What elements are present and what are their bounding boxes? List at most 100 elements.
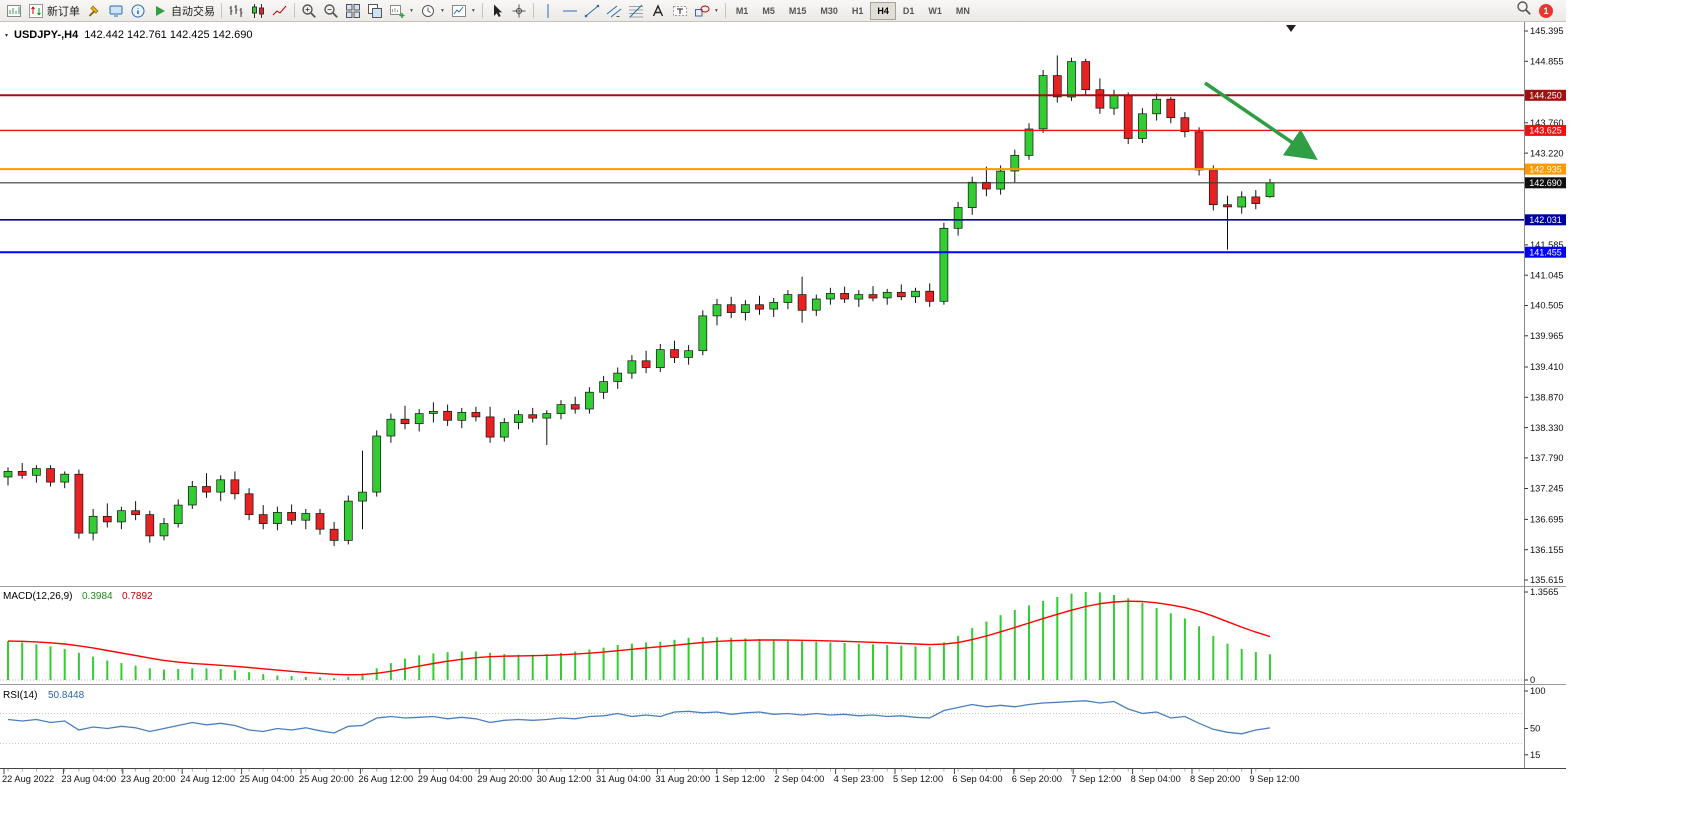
svg-text:8 Sep 04:00: 8 Sep 04:00 bbox=[1131, 774, 1181, 784]
svg-text:1 Sep 12:00: 1 Sep 12:00 bbox=[715, 774, 765, 784]
svg-text:137.790: 137.790 bbox=[1530, 453, 1564, 463]
trendline-icon bbox=[584, 3, 600, 19]
shapes-icon bbox=[694, 3, 710, 19]
autotrading-button[interactable]: 自动交易 bbox=[149, 1, 218, 21]
vertical-line-icon[interactable] bbox=[537, 1, 559, 21]
price-badge: 141.455 bbox=[1525, 246, 1566, 258]
new-chart-icon[interactable] bbox=[3, 1, 25, 21]
svg-text:8 Sep 20:00: 8 Sep 20:00 bbox=[1190, 774, 1240, 784]
terminal-window: 新订单 自动交易 ▼ ▼ ▼ ▼ M1 M5 M15 M30 H1 H4 D1 W1 MN 1 145.395… bbox=[0, 0, 1566, 790]
svg-text:RSI(14): RSI(14) bbox=[3, 690, 37, 701]
horizontal-line-icon[interactable] bbox=[559, 1, 581, 21]
svg-text:6 Sep 20:00: 6 Sep 20:00 bbox=[1012, 774, 1062, 784]
new-order-button bbox=[28, 3, 44, 19]
timeframe-mn[interactable]: MN bbox=[949, 2, 977, 20]
tile-windows-icon[interactable] bbox=[342, 1, 364, 21]
svg-text:145.395: 145.395 bbox=[1530, 26, 1564, 36]
svg-text:MACD(12,26,9): MACD(12,26,9) bbox=[3, 591, 72, 602]
svg-text:29 Aug 20:00: 29 Aug 20:00 bbox=[477, 774, 532, 784]
svg-text:0.7892: 0.7892 bbox=[122, 591, 153, 602]
price-badge: 144.250 bbox=[1525, 89, 1566, 101]
macd-signal-line bbox=[7, 600, 1271, 676]
cascade-windows-icon bbox=[367, 3, 383, 19]
text-label-icon bbox=[672, 3, 688, 19]
svg-text:137.245: 137.245 bbox=[1530, 484, 1564, 494]
autotrading-button bbox=[152, 3, 168, 19]
cascade-windows-icon[interactable] bbox=[364, 1, 386, 21]
svg-text:4 Sep 23:00: 4 Sep 23:00 bbox=[834, 774, 884, 784]
metaeditor-icon[interactable] bbox=[83, 1, 105, 21]
toolbar: 新订单 自动交易 ▼ ▼ ▼ ▼ M1 M5 M15 M30 H1 H4 D1 W1 MN 1 bbox=[0, 0, 1566, 22]
templates-icon[interactable]: ▼ bbox=[448, 1, 479, 21]
text-label-icon[interactable] bbox=[669, 1, 691, 21]
svg-text:6 Sep 04:00: 6 Sep 04:00 bbox=[952, 774, 1002, 784]
svg-text:15: 15 bbox=[1530, 750, 1540, 760]
timeframe-d1[interactable]: D1 bbox=[896, 2, 922, 20]
price-badge: 142.935 bbox=[1525, 163, 1566, 175]
chevron-down-icon: ▼ bbox=[470, 7, 476, 14]
text-icon[interactable] bbox=[647, 1, 669, 21]
svg-text:30 Aug 12:00: 30 Aug 12:00 bbox=[537, 774, 592, 784]
candlestick-chart-icon bbox=[250, 3, 266, 19]
trend-arrow-annotation[interactable] bbox=[1204, 81, 1318, 160]
toolbar-right-group: 1 bbox=[1516, 0, 1563, 21]
zoom-in-icon[interactable] bbox=[298, 1, 320, 21]
line-chart-icon[interactable] bbox=[269, 1, 291, 21]
timeframe-m30[interactable]: M30 bbox=[813, 2, 845, 20]
templates-icon bbox=[451, 3, 467, 19]
equidistant-channel-icon[interactable] bbox=[603, 1, 625, 21]
timeframe-w1[interactable]: W1 bbox=[921, 2, 949, 20]
shapes-icon[interactable]: ▼ bbox=[691, 1, 722, 21]
svg-text:25 Aug 20:00: 25 Aug 20:00 bbox=[299, 774, 354, 784]
timeframe-m15[interactable]: M15 bbox=[782, 2, 814, 20]
timeframe-m1[interactable]: M1 bbox=[729, 2, 756, 20]
trendline-icon[interactable] bbox=[581, 1, 603, 21]
svg-text:29 Aug 04:00: 29 Aug 04:00 bbox=[418, 774, 473, 784]
data-window-icon bbox=[130, 3, 146, 19]
crosshair-icon[interactable] bbox=[508, 1, 530, 21]
svg-text:142.935: 142.935 bbox=[1529, 164, 1562, 174]
bar-chart-icon bbox=[228, 3, 244, 19]
timeframe-h1[interactable]: H1 bbox=[845, 2, 871, 20]
svg-text:142.031: 142.031 bbox=[1529, 215, 1562, 225]
rsi-label: RSI(14) 50.8448 bbox=[3, 690, 85, 701]
svg-text:139.410: 139.410 bbox=[1530, 362, 1564, 372]
timeframe-m5[interactable]: M5 bbox=[755, 2, 782, 20]
search-icon[interactable] bbox=[1516, 0, 1532, 21]
market-watch-icon bbox=[108, 3, 124, 19]
market-watch-icon[interactable] bbox=[105, 1, 127, 21]
horizontal-line-icon bbox=[562, 3, 578, 19]
line-chart-icon bbox=[272, 3, 288, 19]
price-badge: 142.031 bbox=[1525, 214, 1566, 226]
zoom-out-icon[interactable] bbox=[320, 1, 342, 21]
periods-clock-icon[interactable]: ▼ bbox=[417, 1, 448, 21]
chevron-down-icon: ▼ bbox=[439, 7, 445, 14]
data-window-icon[interactable] bbox=[127, 1, 149, 21]
svg-text:140.505: 140.505 bbox=[1530, 301, 1564, 311]
new-order-button-label: 新订单 bbox=[47, 5, 80, 18]
chart-canvas[interactable]: 145.395 144.855 143.760 143.220 141.585 141.0… bbox=[0, 22, 1566, 790]
svg-text:31 Aug 20:00: 31 Aug 20:00 bbox=[655, 774, 710, 784]
chart-shift-marker[interactable] bbox=[1286, 25, 1296, 32]
svg-text:135.615: 135.615 bbox=[1530, 575, 1564, 585]
notification-badge[interactable]: 1 bbox=[1539, 3, 1553, 18]
cursor-icon[interactable] bbox=[486, 1, 508, 21]
new-chart-dropdown-button[interactable]: ▼ bbox=[386, 1, 417, 21]
svg-text:138.870: 138.870 bbox=[1530, 393, 1564, 403]
svg-text:9 Sep 12:00: 9 Sep 12:00 bbox=[1249, 774, 1299, 784]
chevron-down-icon: ▼ bbox=[409, 7, 414, 14]
timeframe-h4[interactable]: H4 bbox=[870, 1, 896, 20]
svg-text:24 Aug 12:00: 24 Aug 12:00 bbox=[180, 774, 235, 784]
vertical-line-icon bbox=[540, 3, 556, 19]
rsi-axis: 100 50 15 bbox=[1524, 686, 1546, 760]
bar-chart-icon[interactable] bbox=[225, 1, 247, 21]
fibonacci-icon[interactable] bbox=[625, 1, 647, 21]
svg-text:23 Aug 04:00: 23 Aug 04:00 bbox=[61, 774, 116, 784]
text-icon bbox=[650, 3, 666, 19]
new-order-button[interactable]: 新订单 bbox=[25, 1, 83, 21]
equidistant-channel-icon bbox=[606, 3, 622, 19]
toolbar-separator bbox=[294, 3, 295, 18]
price-axis: 145.395 144.855 143.760 143.220 141.585 141.0… bbox=[1524, 26, 1564, 585]
candlestick-chart-icon[interactable] bbox=[247, 1, 269, 21]
svg-text:136.695: 136.695 bbox=[1530, 515, 1564, 525]
